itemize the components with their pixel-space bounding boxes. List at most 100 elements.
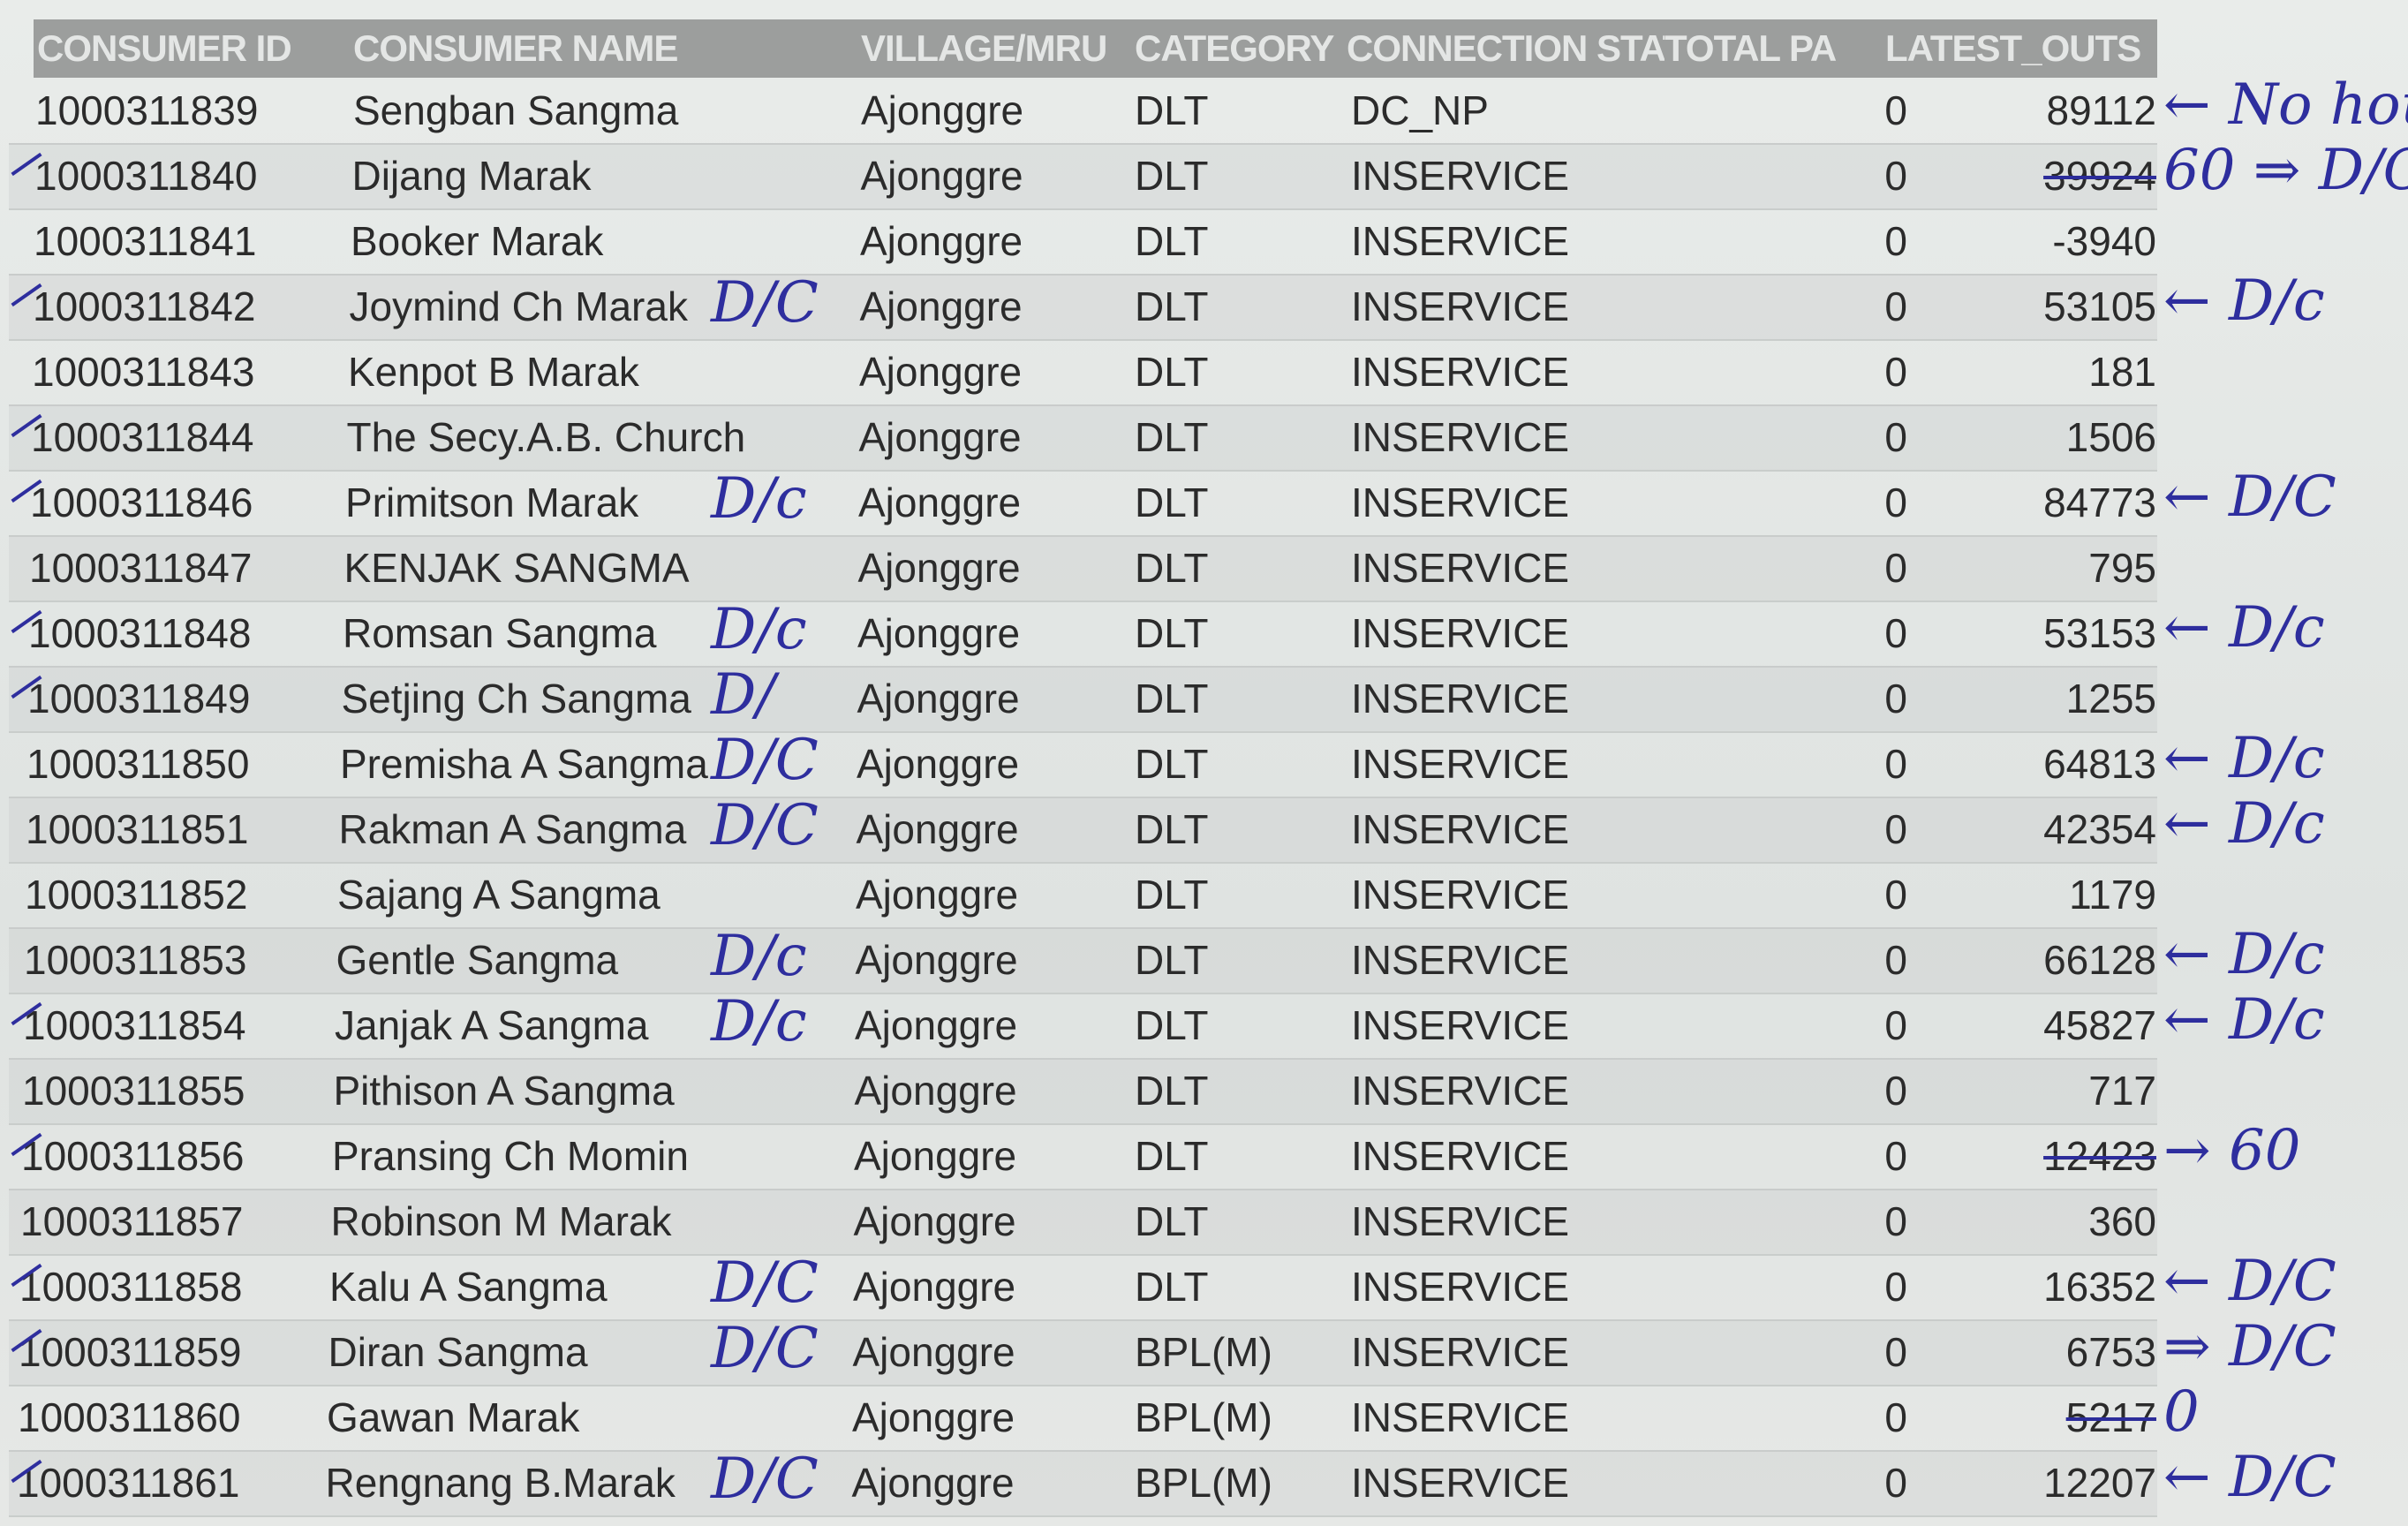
connection-status: INSERVICE — [1351, 283, 1570, 329]
table-row: 1000311853 Gentle Sangma Ajonggre DLT INSERV… — [9, 927, 2157, 994]
category: DLT — [1135, 414, 1209, 460]
category: BPL(M) — [1135, 1329, 1272, 1375]
consumer-name: Sengban Sangma — [353, 87, 679, 133]
consumer-id: 1000311846 — [30, 480, 253, 525]
latest-outstanding: 45827 — [2043, 1002, 2156, 1048]
connection-status: INSERVICE — [1351, 1002, 1570, 1048]
connection-status: INSERVICE — [1351, 218, 1570, 264]
table-row: 1000311847 KENJAK SANGMA Ajonggre DLT INSERV… — [9, 535, 2157, 602]
total-pa: 0 — [1884, 676, 1907, 721]
handwritten-note: D/C — [711, 793, 819, 858]
connection-status: INSERVICE — [1351, 937, 1570, 983]
village: Ajonggre — [859, 283, 1023, 329]
village: Ajonggre — [861, 87, 1024, 133]
category: DLT — [1135, 741, 1209, 787]
village: Ajonggre — [853, 1198, 1016, 1244]
handwritten-note: D/c — [711, 597, 807, 662]
village: Ajonggre — [852, 1394, 1015, 1440]
handwritten-note: ← D/C — [2163, 465, 2336, 530]
consumer-name: Booker Marak — [351, 218, 604, 264]
consumer-name: Gentle Sangma — [336, 937, 619, 983]
consumer-id: 1000311851 — [26, 806, 249, 852]
latest-outstanding: 16352 — [2043, 1264, 2156, 1310]
latest-outstanding: 64813 — [2043, 741, 2156, 787]
consumer-id: 1000311848 — [28, 610, 252, 656]
village: Ajonggre — [857, 610, 1021, 656]
table-row: 1000311859 Diran Sangma Ajonggre BPL(M) INSE… — [9, 1319, 2157, 1386]
connection-status: INSERVICE — [1351, 414, 1570, 460]
connection-status: INSERVICE — [1351, 1133, 1570, 1179]
latest-outstanding: -3940 — [2052, 218, 2156, 264]
table-row: 1000311854 Janjak A Sangma Ajonggre DLT INSE… — [9, 993, 2157, 1060]
handwritten-note: D/C — [711, 270, 819, 336]
category: DLT — [1135, 480, 1209, 525]
handwritten-note: → 60 — [2163, 1118, 2301, 1183]
latest-outstanding: 795 — [2088, 545, 2156, 591]
connection-status: INSERVICE — [1351, 480, 1570, 525]
consumer-id: 1000311858 — [19, 1264, 243, 1310]
table-row: 1000311849 Setjing Ch Sangma Ajonggre DLT IN… — [9, 666, 2157, 733]
handwritten-note: D/c — [711, 989, 807, 1054]
consumer-name: Pithison A Sangma — [333, 1068, 675, 1114]
handwritten-note: ← No hou — [2163, 72, 2408, 138]
latest-outstanding: 5217 — [2065, 1394, 2156, 1440]
connection-status: INSERVICE — [1351, 741, 1570, 787]
village: Ajonggre — [854, 1068, 1017, 1114]
handwritten-note: D/C — [711, 1447, 819, 1512]
table-row: 1000311841 Booker Marak Ajonggre DLT INSERVI… — [9, 208, 2157, 276]
total-pa: 0 — [1884, 1264, 1907, 1310]
consumer-id: 1000311857 — [20, 1198, 244, 1244]
category: DLT — [1135, 872, 1209, 918]
latest-outstanding: 66128 — [2043, 937, 2156, 983]
total-pa: 0 — [1884, 937, 1907, 983]
column-header: CONSUMER NAME — [353, 27, 678, 69]
latest-outstanding: 42354 — [2043, 806, 2156, 852]
consumer-id: 1000311855 — [22, 1068, 245, 1114]
table-row: 1000311848 Romsan Sangma Ajonggre DLT INSERV… — [9, 601, 2157, 668]
village: Ajonggre — [859, 349, 1023, 395]
table-row: 1000311856 Pransing Ch Momin Ajonggre DLT IN… — [9, 1123, 2157, 1190]
latest-outstanding: 39924 — [2043, 153, 2156, 199]
consumer-id: 1000311843 — [32, 349, 255, 395]
handwritten-note: ← D/c — [2163, 726, 2325, 791]
total-pa: 0 — [1884, 1198, 1907, 1244]
village: Ajonggre — [855, 937, 1018, 983]
total-pa: 0 — [1884, 1394, 1907, 1440]
category: DLT — [1135, 1068, 1209, 1114]
connection-status: INSERVICE — [1351, 610, 1570, 656]
village: Ajonggre — [854, 1133, 1017, 1179]
table-row: 1000311852 Sajang A Sangma Ajonggre DLT INSE… — [9, 862, 2157, 929]
handwritten-note: D/c — [711, 924, 807, 989]
consumer-id: 1000311861 — [17, 1460, 240, 1506]
handwritten-note: 60 ⇒ D/C — [2163, 138, 2408, 203]
consumer-id: 1000311850 — [26, 741, 250, 787]
latest-outstanding: 12423 — [2043, 1133, 2156, 1179]
consumer-id: 1000311852 — [25, 872, 248, 918]
consumer-id: 1000311839 — [35, 87, 259, 133]
total-pa: 0 — [1884, 545, 1907, 591]
total-pa: 0 — [1884, 480, 1907, 525]
column-header: TOTAL PA — [1664, 27, 1837, 69]
consumer-name: Romsan Sangma — [343, 610, 657, 656]
total-pa: 0 — [1884, 283, 1907, 329]
consumer-name: The Secy.A.B. Church — [346, 414, 746, 460]
latest-outstanding: 53153 — [2043, 610, 2156, 656]
village: Ajonggre — [856, 872, 1019, 918]
consumer-id: 1000311840 — [34, 153, 258, 199]
handwritten-note: ← D/C — [2163, 1445, 2336, 1510]
table-row: 1000311860 Gawan Marak Ajonggre BPL(M) INSER… — [9, 1385, 2157, 1452]
connection-status: INSERVICE — [1351, 1329, 1570, 1375]
latest-outstanding: 1179 — [2069, 872, 2156, 918]
connection-status: INSERVICE — [1351, 806, 1570, 852]
category: DLT — [1135, 676, 1209, 721]
handwritten-note: ← D/c — [2163, 987, 2325, 1053]
connection-status: INSERVICE — [1351, 1068, 1570, 1114]
category: BPL(M) — [1135, 1460, 1272, 1506]
category: DLT — [1135, 218, 1209, 264]
category: DLT — [1135, 153, 1209, 199]
category: DLT — [1135, 937, 1209, 983]
consumer-id: 1000311842 — [33, 283, 256, 329]
table-row: 1000311843 Kenpot B Marak Ajonggre DLT INSER… — [9, 339, 2157, 406]
table-row: 1000311861 Rengnang B.Marak Ajonggre BPL(M)… — [9, 1450, 2157, 1517]
consumer-id: 1000311849 — [27, 676, 251, 721]
